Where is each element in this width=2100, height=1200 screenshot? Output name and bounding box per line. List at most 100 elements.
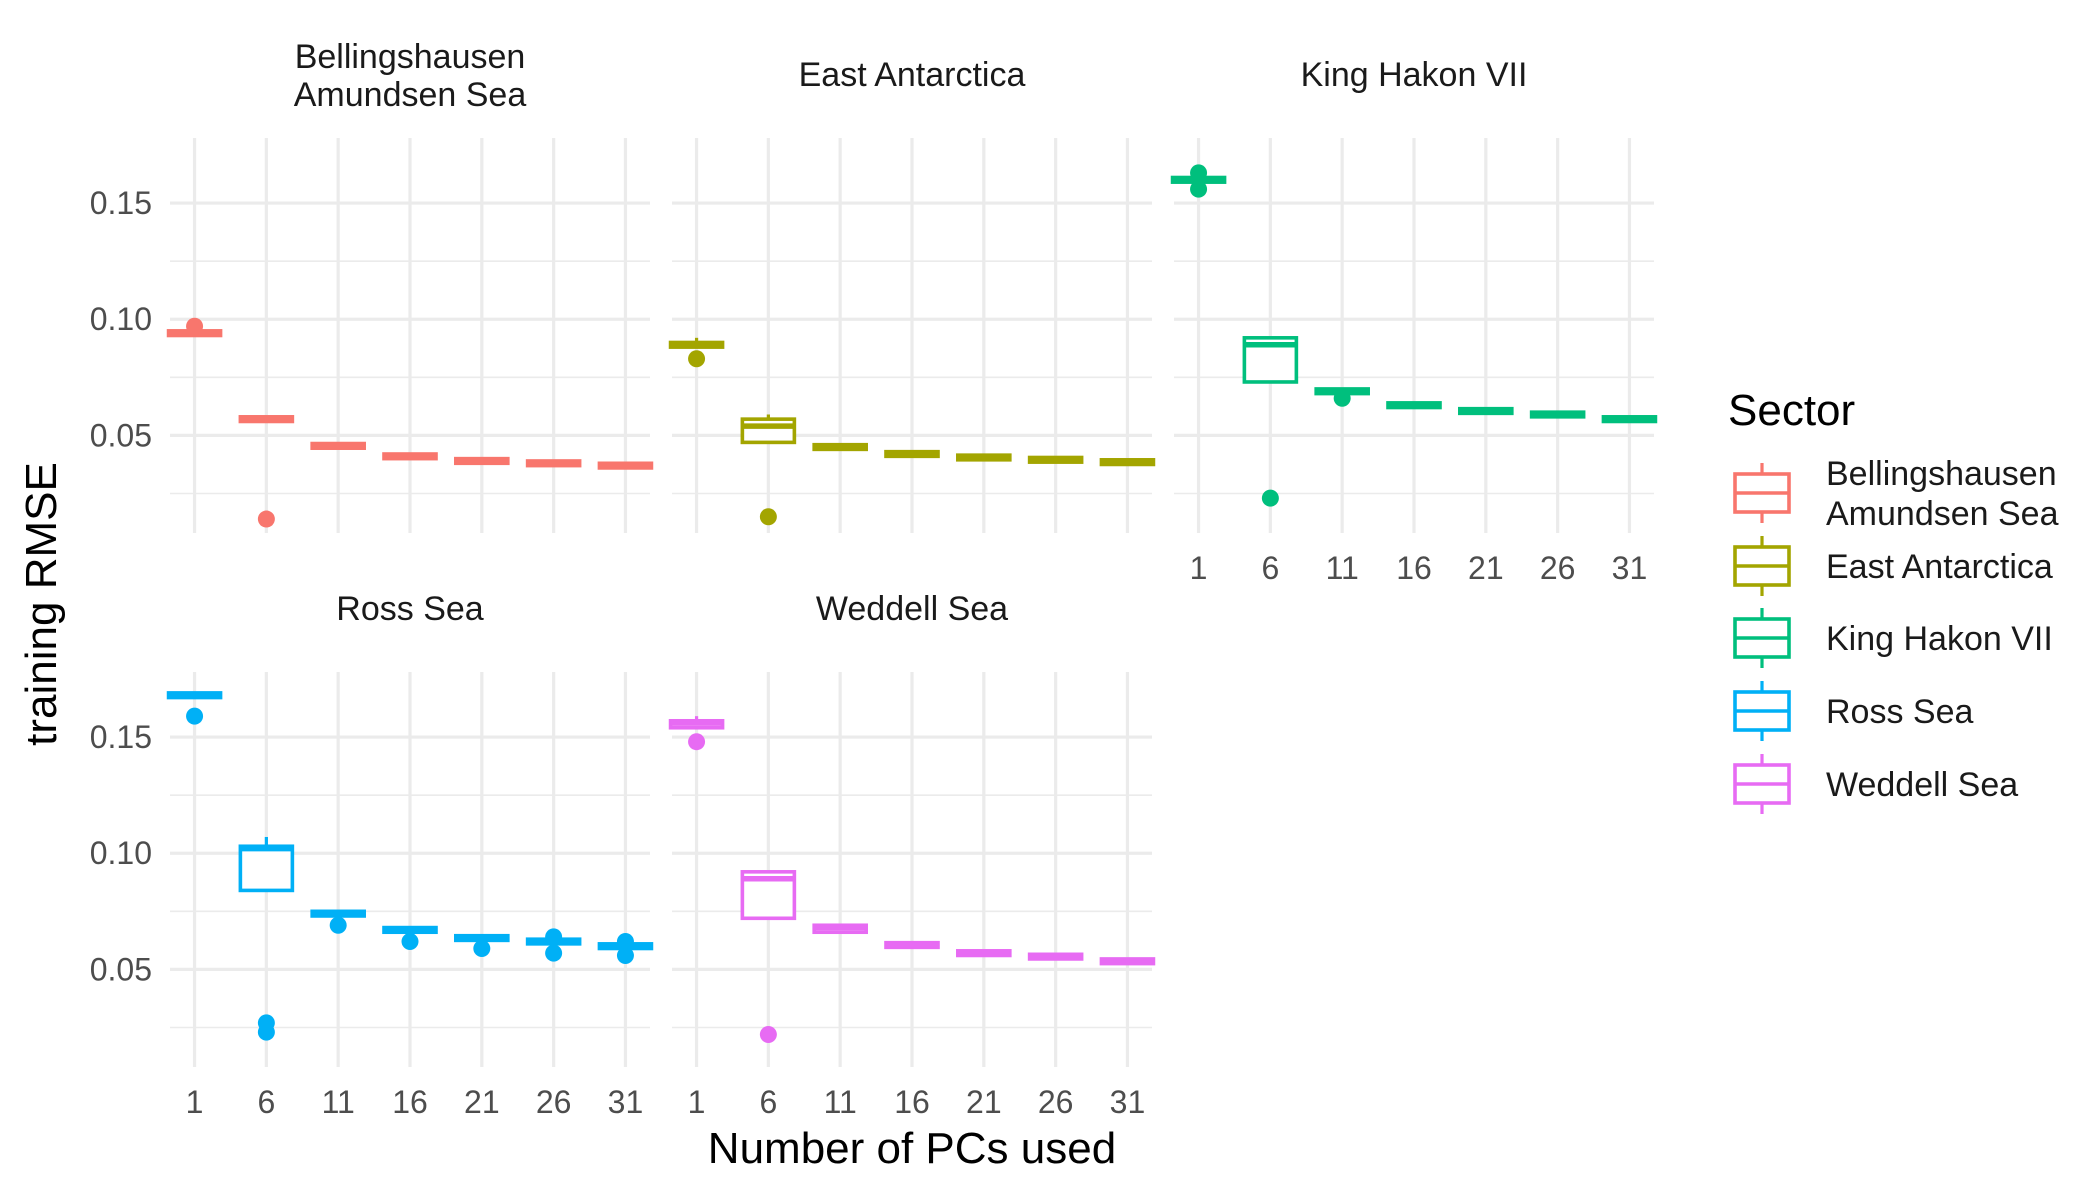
facet-title-east-antarctica: East Antarctica [799, 56, 1026, 94]
box-east-antarctica-1 [668, 337, 725, 368]
outlier-point [1261, 489, 1279, 507]
outlier-point [545, 944, 563, 962]
box-east-antarctica-6 [740, 414, 797, 526]
box-east-antarctica-26 [1027, 455, 1084, 464]
x-tick-label: 31 [1612, 550, 1648, 586]
outlier-point [688, 350, 706, 368]
legend-label-ross-sea: Ross Sea [1826, 693, 1973, 731]
legend-label-bellingshausen-amundsen-sea: Bellingshausen Amundsen Sea [1826, 455, 2059, 533]
facet-title-bellingshausen-amundsen-sea: Bellingshausen Amundsen Sea [294, 38, 527, 114]
x-tick-label: 11 [1326, 550, 1359, 586]
legend-item-bellingshausen-amundsen-sea: Bellingshausen Amundsen Sea [1733, 455, 2059, 533]
x-tick-label: 1 [1190, 550, 1208, 586]
legend-item-ross-sea: Ross Sea [1733, 681, 1973, 741]
box-bellingshausen-amundsen-sea-21 [454, 456, 510, 466]
panel-east-antarctica: East Antarctica [668, 56, 1156, 533]
x-axis-title: Number of PCs used [708, 1124, 1116, 1173]
box-east-antarctica-11 [812, 442, 868, 452]
box-weddell-sea-6 [740, 870, 797, 1043]
legend-key-ross-sea [1733, 681, 1791, 741]
box-king-hakon-vii-6 [1242, 336, 1299, 507]
x-tick-label: 1 [688, 1084, 706, 1120]
box-king-hakon-vii-26 [1529, 410, 1586, 419]
x-tick-label: 26 [1038, 1084, 1074, 1120]
box-iqr [238, 844, 295, 893]
outlier-point [545, 928, 563, 946]
legend-key-east-antarctica [1733, 536, 1791, 596]
outlier-point [759, 508, 777, 526]
legend-item-east-antarctica: East Antarctica [1733, 536, 2053, 596]
x-tick-label: 6 [759, 1084, 777, 1120]
box-weddell-sea-11 [812, 923, 868, 935]
legend-key-king-hakon-vii [1733, 608, 1791, 668]
y-tick-label: 0.10 [90, 835, 152, 871]
box-ross-sea-16 [382, 925, 438, 951]
x-tick-label: 31 [1110, 1084, 1146, 1120]
x-tick-label: 21 [1468, 550, 1504, 586]
box-bellingshausen-amundsen-sea-26 [525, 459, 582, 468]
box-bellingshausen-amundsen-sea-11 [310, 441, 366, 450]
outlier-point [1190, 180, 1208, 198]
facet-panels: Bellingshausen Amundsen Sea 0.05 0.10 0.15 Ea… [90, 38, 1658, 1120]
box-bellingshausen-amundsen-sea-6 [238, 415, 295, 528]
outlier-point [688, 733, 706, 751]
legend-item-king-hakon-vii: King Hakon VII [1733, 608, 2053, 668]
x-tick-label: 26 [536, 1084, 572, 1120]
box-ross-sea-11 [310, 909, 366, 934]
box-weddell-sea-1 [668, 716, 725, 751]
outlier-point [1333, 389, 1351, 407]
box-weddell-sea-26 [1027, 952, 1084, 961]
box-king-hakon-vii-11 [1314, 387, 1370, 407]
outlier-point [616, 933, 634, 951]
outlier-point [616, 946, 634, 964]
legend-label-weddell-sea: Weddell Sea [1826, 766, 2018, 804]
box-king-hakon-vii-16 [1386, 401, 1442, 410]
box-ross-sea-26 [525, 928, 582, 962]
box-east-antarctica-16 [884, 449, 940, 459]
box-king-hakon-vii-1 [1170, 164, 1227, 198]
x-tick-label: 11 [824, 1084, 857, 1120]
legend-key-weddell-sea [1733, 754, 1791, 814]
x-tick-label: 31 [608, 1084, 644, 1120]
box-ross-sea-6 [238, 836, 295, 1041]
outlier-point [401, 933, 419, 951]
box-ross-sea-21 [454, 933, 510, 957]
y-tick-label: 0.05 [90, 417, 152, 453]
box-bellingshausen-amundsen-sea-1 [166, 317, 223, 338]
outlier-point [257, 510, 275, 528]
box-ross-sea-31 [597, 933, 654, 964]
outlier-point [186, 707, 204, 725]
box-weddell-sea-31 [1099, 957, 1156, 966]
x-tick-label: 11 [322, 1084, 355, 1120]
y-tick-label: 0.15 [90, 719, 152, 755]
legend-key-bellingshausen-amundsen-sea [1733, 463, 1791, 523]
box-king-hakon-vii-31 [1601, 415, 1658, 424]
y-tick-label: 0.10 [90, 301, 152, 337]
outlier-point [186, 317, 204, 335]
x-tick-label: 21 [966, 1084, 1002, 1120]
x-tick-label: 21 [464, 1084, 500, 1120]
y-tick-label: 0.15 [90, 185, 152, 221]
outlier-point [1190, 164, 1208, 182]
x-tick-label: 16 [1396, 550, 1432, 586]
box-weddell-sea-21 [956, 949, 1012, 958]
x-tick-label: 6 [257, 1084, 275, 1120]
x-tick-label: 6 [1261, 550, 1279, 586]
box-east-antarctica-31 [1099, 458, 1156, 467]
x-tick-label: 16 [392, 1084, 428, 1120]
outlier-point [257, 1023, 275, 1041]
box-iqr [740, 417, 797, 445]
y-tick-label: 0.05 [90, 951, 152, 987]
legend-label-east-antarctica: East Antarctica [1826, 548, 2053, 586]
y-axis-title: training RMSE [17, 462, 66, 746]
outlier-point [473, 940, 491, 957]
panel-bellingshausen-amundsen-sea: Bellingshausen Amundsen Sea 0.05 0.10 0.15 [90, 38, 654, 533]
facet-title-weddell-sea: Weddell Sea [816, 590, 1008, 628]
box-bellingshausen-amundsen-sea-16 [382, 452, 438, 461]
outlier-point [759, 1025, 777, 1043]
box-king-hakon-vii-21 [1458, 406, 1514, 416]
box-weddell-sea-16 [884, 940, 940, 950]
